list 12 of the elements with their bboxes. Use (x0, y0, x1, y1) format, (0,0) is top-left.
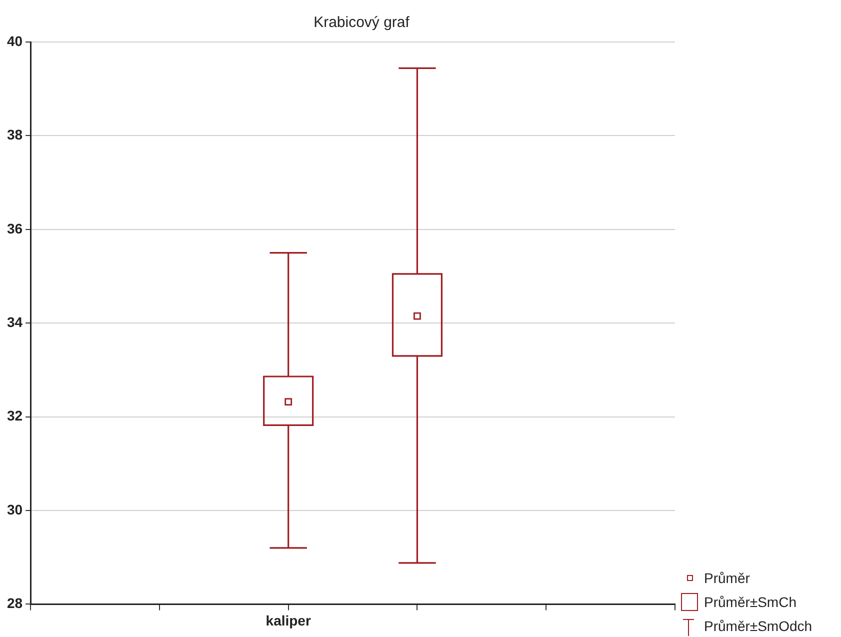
x-tick-label: kaliper (266, 612, 312, 628)
y-tick-label: 38 (6, 126, 23, 143)
y-tick-label: 36 (6, 220, 23, 236)
legend-label: Průměr±SmCh (704, 593, 796, 612)
y-tick-label: 28 (6, 595, 23, 612)
text: Průměr (704, 569, 750, 588)
y-tick-label: 32 (6, 408, 23, 424)
y-tick-label: 30 (6, 501, 23, 518)
y-tick-label: 34 (6, 314, 23, 330)
text: Průměr±SmOdch (704, 617, 812, 636)
chart-title: Krabicový graf (312, 14, 410, 31)
y-tick-label: 40 (6, 32, 23, 49)
